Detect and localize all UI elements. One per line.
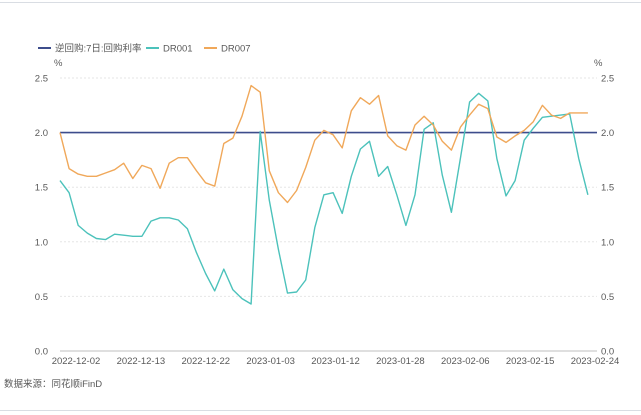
x-tick-label: 2022-12-22: [181, 356, 230, 367]
x-tick-label: 2023-01-03: [246, 356, 295, 367]
grid-lines: [60, 77, 597, 297]
x-tick-labels: 2022-12-02 2022-12-13 2022-12-22 2023-01-03…: [52, 356, 620, 367]
source-note: 数据来源：同花顺iFinD: [4, 379, 103, 390]
x-tick-label: 2023-01-12: [311, 356, 360, 367]
legend-label: DR001: [163, 44, 193, 55]
left-y-tick-label: 0.5: [35, 292, 48, 303]
right-y-tick-label: 2.5: [601, 74, 614, 85]
right-y-axis: 0.0 0.5 1.0 1.5 2.0 2.5: [601, 74, 614, 358]
right-y-tick-label: 0.0: [601, 347, 614, 358]
bottom-divider: [0, 410, 641, 411]
right-y-tick-label: 1.5: [601, 183, 614, 194]
left-y-tick-label: 1.5: [35, 183, 48, 194]
series-line: [59, 92, 589, 305]
x-tick-label: 2023-02-15: [506, 356, 555, 367]
left-y-axis: 0.0 0.5 1.0 1.5 2.0 2.5: [35, 74, 48, 358]
data-series: [59, 84, 597, 305]
left-y-tick-label: 0.0: [35, 347, 48, 358]
top-divider: [0, 2, 641, 3]
x-tick-label: 2022-12-02: [52, 356, 101, 367]
right-unit-label: %: [594, 58, 603, 69]
legend: 逆回购:7日:回购利率 DR001 DR007: [38, 43, 251, 55]
left-y-tick-label: 1.0: [35, 237, 48, 248]
right-y-tick-label: 1.0: [601, 237, 614, 248]
x-tick-label: 2023-01-28: [376, 356, 425, 367]
x-tick-label: 2023-02-24: [571, 356, 620, 367]
right-y-tick-label: 0.5: [601, 292, 614, 303]
left-y-tick-label: 2.5: [35, 74, 48, 85]
legend-label: 逆回购:7日:回购利率: [55, 43, 142, 55]
left-unit-label: %: [54, 58, 63, 69]
left-y-tick-label: 2.0: [35, 128, 48, 139]
legend-label: DR007: [221, 44, 251, 55]
series-line: [59, 84, 588, 204]
x-tick-label: 2023-02-06: [441, 356, 490, 367]
x-tick-label: 2022-12-13: [117, 356, 166, 367]
right-y-tick-label: 2.0: [601, 128, 614, 139]
